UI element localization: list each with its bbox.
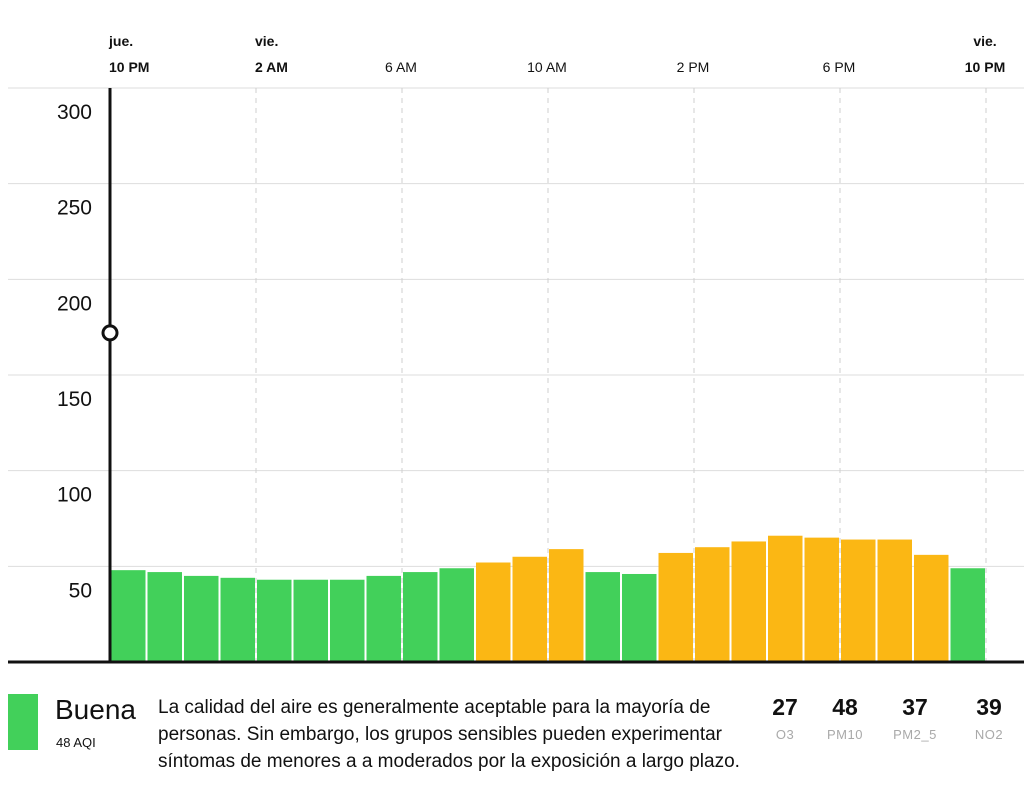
bar — [147, 572, 182, 662]
x-axis-ticks: jue. 10 PM vie. 2 AM 6 AM 10 AM 2 PM 6 PM vie. 10… — [108, 33, 1005, 75]
x-tick-day-label: vie. — [973, 33, 996, 49]
bar — [731, 541, 766, 662]
x-tick-time-label: 10 AM — [527, 59, 567, 75]
aqi-summary: Buena 48 AQI La calidad del aire es gene… — [0, 690, 1024, 808]
pollutant-name: PM2_5 — [893, 727, 937, 742]
bar — [841, 539, 876, 662]
pollutant-pm10: 48 PM10 — [822, 694, 868, 742]
bar — [293, 579, 328, 662]
pollutant-name: O3 — [775, 727, 795, 742]
y-tick-label: 50 — [69, 579, 92, 602]
bar — [257, 579, 292, 662]
bar — [914, 554, 949, 662]
x-tick-time-label: 6 AM — [385, 59, 417, 75]
bar — [549, 549, 584, 662]
y-tick-label: 150 — [57, 388, 92, 411]
bar — [330, 579, 365, 662]
x-tick-day-label: vie. — [255, 33, 278, 49]
aqi-chart: 50 100 150 200 250 300 jue. 10 PM vie. 2 AM 6 AM 1… — [8, 33, 1024, 664]
bar — [403, 572, 438, 662]
bar — [877, 539, 912, 662]
category-color-swatch — [8, 694, 38, 750]
x-tick-time-label: 2 PM — [677, 59, 710, 75]
bar — [585, 572, 620, 662]
pollutant-pm2-5: 37 PM2_5 — [890, 694, 940, 742]
y-axis-ticks: 50 100 150 200 250 300 — [57, 101, 92, 602]
bar — [184, 575, 219, 662]
bar — [439, 568, 474, 662]
bar — [512, 556, 547, 662]
pollutant-o3: 27 O3 — [764, 694, 806, 742]
pollutant-no2: 39 NO2 — [968, 694, 1010, 742]
y-tick-label: 200 — [57, 292, 92, 315]
pollutant-name: NO2 — [974, 727, 1004, 742]
bar — [950, 568, 985, 662]
time-cursor-handle[interactable] — [101, 324, 119, 342]
x-tick-time-label: 2 AM — [255, 59, 288, 75]
bar — [476, 562, 511, 662]
y-tick-label: 100 — [57, 484, 92, 507]
bar — [658, 552, 693, 662]
bar — [695, 547, 730, 662]
x-tick-time-label: 10 PM — [109, 59, 149, 75]
pollutant-value: 27 — [772, 694, 798, 720]
bar — [220, 577, 255, 662]
x-tick-day-label: jue. — [108, 33, 133, 49]
y-tick-label: 250 — [57, 197, 92, 220]
bars-group — [111, 535, 985, 662]
pollutant-value: 39 — [976, 694, 1002, 720]
aqi-description: La calidad del aire es generalmente acep… — [158, 697, 740, 772]
bar — [111, 570, 146, 662]
aqi-category-label: Buena — [55, 694, 136, 725]
bar — [366, 575, 401, 662]
pollutant-value: 37 — [902, 694, 928, 720]
bar — [622, 573, 657, 662]
bar — [768, 535, 803, 662]
bar — [804, 537, 839, 662]
pollutant-value: 48 — [832, 694, 858, 720]
aqi-value-label: 48 AQI — [56, 735, 96, 750]
x-tick-time-label: 6 PM — [823, 59, 856, 75]
x-tick-time-label: 10 PM — [965, 59, 1005, 75]
y-tick-label: 300 — [57, 101, 92, 124]
pollutant-name: PM10 — [827, 727, 863, 742]
horizontal-gridlines — [8, 87, 1024, 567]
